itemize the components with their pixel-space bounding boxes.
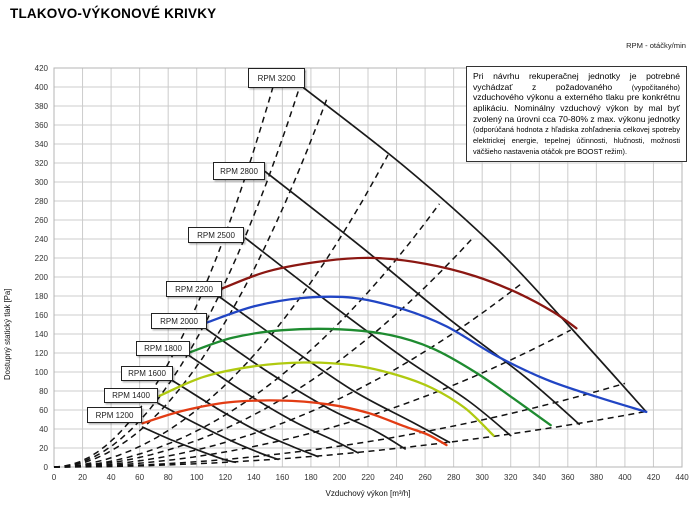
x-tick-label: 420	[647, 473, 661, 482]
y-tick-label: 160	[35, 311, 49, 320]
x-tick-label: 40	[107, 473, 116, 482]
x-axis-title: Vzduchový výkon [m³/h]	[325, 489, 411, 498]
page-title: TLAKOVO-VÝKONOVÉ KRIVKY	[10, 6, 217, 21]
fan-curve-rpm-2800	[264, 170, 581, 426]
y-tick-label: 200	[35, 273, 49, 282]
system-resistance-curve	[53, 236, 475, 468]
x-tick-label: 360	[561, 473, 575, 482]
x-tick-label: 260	[418, 473, 432, 482]
x-tick-label: 20	[78, 473, 87, 482]
system-resistance-curve	[53, 329, 572, 468]
y-tick-label: 80	[39, 387, 48, 396]
x-tick-label: 220	[361, 473, 375, 482]
x-tick-label: 0	[52, 473, 57, 482]
colored-curve-rpm-2200	[221, 256, 578, 330]
y-tick-label: 240	[35, 235, 49, 244]
fan-curve-rpm-1200	[141, 426, 237, 464]
y-tick-label: 60	[39, 406, 48, 415]
x-tick-label: 400	[618, 473, 632, 482]
rpm-label-2800: RPM 2800	[213, 162, 265, 180]
system-resistance-curve	[53, 203, 441, 468]
y-tick-label: 360	[35, 121, 49, 130]
y-tick-label: 40	[39, 425, 48, 434]
y-tick-label: 400	[35, 83, 49, 92]
design-note-box: Pri návrhu rekuperačnej jednotky je potr…	[466, 66, 687, 163]
system-resistance-curve	[53, 410, 647, 468]
colored-curve-rpm-2000	[205, 295, 648, 414]
fan-curve-rpm-3200	[302, 87, 648, 413]
y-tick-label: 0	[44, 463, 49, 472]
x-tick-label: 200	[333, 473, 347, 482]
x-tick-label: 340	[533, 473, 547, 482]
y-tick-label: 280	[35, 197, 49, 206]
plot-frame	[53, 67, 683, 468]
y-tick-label: 320	[35, 159, 49, 168]
x-tick-label: 280	[447, 473, 461, 482]
colored-curve-rpm-1200	[141, 399, 448, 447]
colored-curve-rpm-1800	[187, 327, 552, 427]
fan-curve-rpm-2000	[205, 328, 406, 450]
fan-curve-rpm-2500	[244, 237, 512, 437]
x-tick-label: 120	[219, 473, 233, 482]
y-tick-label: 180	[35, 292, 49, 301]
design-note-small-text: (vypočítaného)	[631, 82, 680, 92]
system-resistance-curve	[53, 283, 522, 468]
rpm-label-2000: RPM 2000	[151, 313, 207, 329]
design-note-small-text: (odporúčaná hodnota z hľadiska zohľadnen…	[473, 125, 680, 156]
y-tick-label: 420	[35, 64, 49, 73]
fan-curve-rpm-1800	[188, 355, 359, 454]
rpm-label-2500: RPM 2500	[188, 227, 244, 243]
rpm-label-1600: RPM 1600	[121, 366, 173, 381]
y-tick-label: 300	[35, 178, 49, 187]
system-resistance-curve	[53, 95, 329, 468]
design-note-text: Pri návrhu rekuperačnej jednotky je potr…	[473, 71, 680, 92]
rpm-units-note: RPM - otáčky/min	[626, 41, 686, 50]
y-tick-label: 220	[35, 254, 49, 263]
y-tick-label: 340	[35, 140, 49, 149]
y-tick-label: 20	[39, 444, 48, 453]
rpm-label-2200: RPM 2200	[166, 281, 222, 297]
x-tick-label: 100	[190, 473, 204, 482]
colored-curve-rpm-1400	[158, 361, 495, 437]
design-note-text: vzduchového výkonu a externého tlaku pre…	[473, 92, 680, 124]
system-resistance-curve	[53, 69, 306, 468]
system-resistance-curve	[53, 68, 279, 468]
y-axis-title: Dostupný statický tlak [Pa]	[3, 288, 12, 380]
x-tick-label: 380	[590, 473, 604, 482]
fan-curve-rpm-1400	[157, 402, 279, 461]
x-tick-label: 80	[164, 473, 173, 482]
x-tick-label: 60	[135, 473, 144, 482]
x-tick-label: 140	[247, 473, 261, 482]
x-tick-label: 180	[304, 473, 318, 482]
y-tick-label: 120	[35, 349, 49, 358]
x-tick-label: 440	[675, 473, 689, 482]
system-resistance-curve	[53, 382, 626, 468]
rpm-label-1800: RPM 1800	[136, 341, 190, 356]
y-tick-label: 380	[35, 102, 49, 111]
x-tick-label: 320	[504, 473, 518, 482]
fan-curve-rpm-1600	[171, 379, 319, 458]
rpm-label-1400: RPM 1400	[104, 388, 158, 403]
x-tick-label: 240	[390, 473, 404, 482]
rpm-label-1200: RPM 1200	[87, 407, 142, 423]
system-resistance-curve	[53, 154, 389, 468]
rpm-label-3200: RPM 3200	[248, 68, 305, 88]
y-tick-label: 140	[35, 330, 49, 339]
x-tick-label: 160	[276, 473, 290, 482]
y-tick-label: 100	[35, 368, 49, 377]
y-tick-label: 260	[35, 216, 49, 225]
fan-curve-rpm-2200	[218, 296, 451, 444]
x-tick-label: 300	[476, 473, 490, 482]
